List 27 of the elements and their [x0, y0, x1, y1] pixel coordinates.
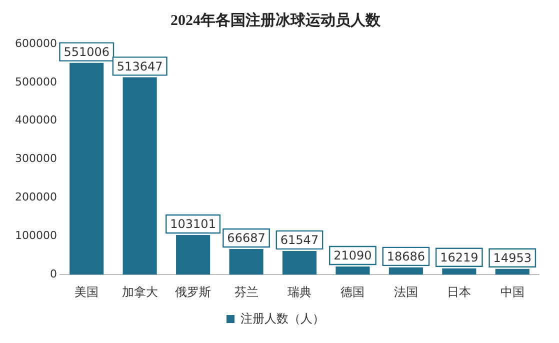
x-tick-label: 加拿大	[122, 285, 158, 300]
y-tick-label: 600000	[14, 36, 57, 50]
x-tick-label: 德国	[340, 285, 365, 300]
x-tick-label: 瑞典	[287, 285, 312, 300]
chart-title: 2024年各国注册冰球运动员人数	[170, 10, 382, 29]
y-tick-label: 200000	[14, 190, 57, 204]
data-label: 551006	[64, 44, 110, 59]
legend-label: 注册人数（人）	[240, 311, 324, 326]
data-label: 513647	[116, 59, 163, 74]
x-tick-label: 俄罗斯	[175, 285, 212, 300]
data-label: 14953	[493, 250, 532, 265]
data-label: 16219	[440, 250, 478, 264]
data-label: 61547	[280, 233, 319, 248]
data-label: 66687	[227, 231, 266, 246]
x-tick-label: 日本	[447, 285, 472, 300]
x-tick-label: 芬兰	[234, 285, 258, 300]
y-tick-label: 500000	[14, 75, 57, 88]
x-tick-label: 中国	[500, 285, 524, 300]
y-tick-label: 300000	[14, 152, 57, 166]
y-tick-label: 100000	[14, 229, 57, 242]
y-tick-label: 0	[50, 267, 57, 280]
data-label: 21090	[334, 248, 372, 263]
data-label: 18686	[386, 250, 426, 264]
x-tick-label: 美国	[74, 285, 99, 300]
y-tick-label: 400000	[14, 114, 57, 127]
data-label: 103101	[170, 217, 216, 232]
x-tick-label: 法国	[394, 285, 418, 300]
